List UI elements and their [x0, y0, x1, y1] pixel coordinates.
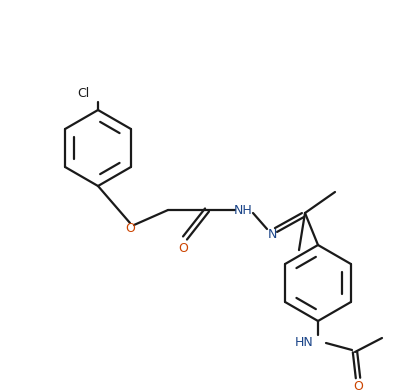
Text: O: O: [178, 241, 188, 254]
Text: NH: NH: [234, 203, 253, 216]
Text: N: N: [267, 227, 277, 241]
Text: O: O: [353, 381, 363, 392]
Text: HN: HN: [295, 336, 314, 348]
Text: O: O: [125, 221, 135, 234]
Text: Cl: Cl: [78, 87, 90, 100]
